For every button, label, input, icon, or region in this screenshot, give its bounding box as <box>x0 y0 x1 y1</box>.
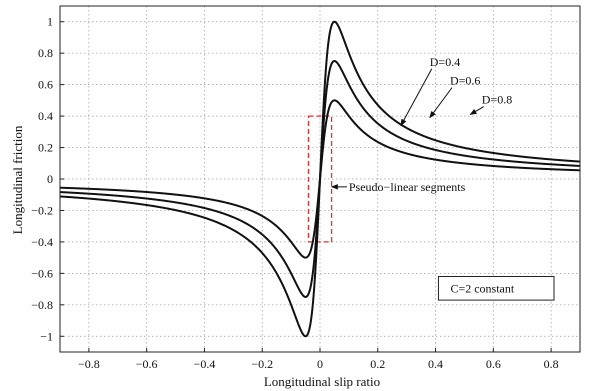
legend-text: C=2 constant <box>450 281 514 295</box>
pseudo-linear-region <box>307 115 333 243</box>
series-label-D=0.8: D=0.8 <box>482 93 512 107</box>
plot-frame <box>59 5 581 353</box>
series-label-arrow <box>469 106 485 115</box>
series-label-arrow <box>400 68 433 127</box>
y-tick-label: −0.2 <box>31 203 53 217</box>
x-tick-label: 0.8 <box>544 357 559 371</box>
y-axis-label: Longitudinal friction <box>10 125 25 234</box>
x-tick-label: −0.8 <box>78 357 100 371</box>
y-tick-label: 0.2 <box>38 141 53 155</box>
y-tick-label: −1 <box>40 329 53 343</box>
legend-box <box>437 276 555 301</box>
annotations: D=0.4 D=0.6D=0.8 Pseudo−linear segments C=2… <box>330 55 555 301</box>
y-tick-label: 0 <box>47 172 53 186</box>
series-line-D=0.8 <box>59 20 581 338</box>
x-tick-label: −0.6 <box>136 357 158 371</box>
series-curves <box>59 20 581 338</box>
annotation-pseudo-linear: Pseudo−linear segments <box>349 180 466 194</box>
pseudo-linear-box <box>307 115 333 243</box>
y-tick-label: −0.8 <box>31 298 53 312</box>
y-tick-label: 0.6 <box>38 78 53 92</box>
x-tick-label: −0.4 <box>194 357 216 371</box>
x-tick-label: 0.6 <box>486 357 501 371</box>
y-tick-label: −0.6 <box>31 266 53 280</box>
x-tick-label: −0.2 <box>251 357 273 371</box>
y-tick-label: 0.4 <box>38 109 53 123</box>
x-tick-label: 0.2 <box>370 357 385 371</box>
y-tick-label: 1 <box>47 15 53 29</box>
series-label-arrow <box>429 87 453 119</box>
x-tick-label: 0 <box>317 357 323 371</box>
y-tick-label: 0.8 <box>38 46 53 60</box>
x-tick-label: 0.4 <box>428 357 443 371</box>
tick-labels: −0.8 −0.6 −0.4 −0.2 0 0.2 0.4 0.6 0.8 −1 −0.8 −0.6 −… <box>31 15 558 371</box>
y-tick-label: −0.4 <box>31 235 53 249</box>
series-label-D=0.4: D=0.4 <box>430 55 460 69</box>
x-axis-label: Longitudinal slip ratio <box>264 374 380 389</box>
series-label-D=0.6: D=0.6 <box>450 74 480 88</box>
